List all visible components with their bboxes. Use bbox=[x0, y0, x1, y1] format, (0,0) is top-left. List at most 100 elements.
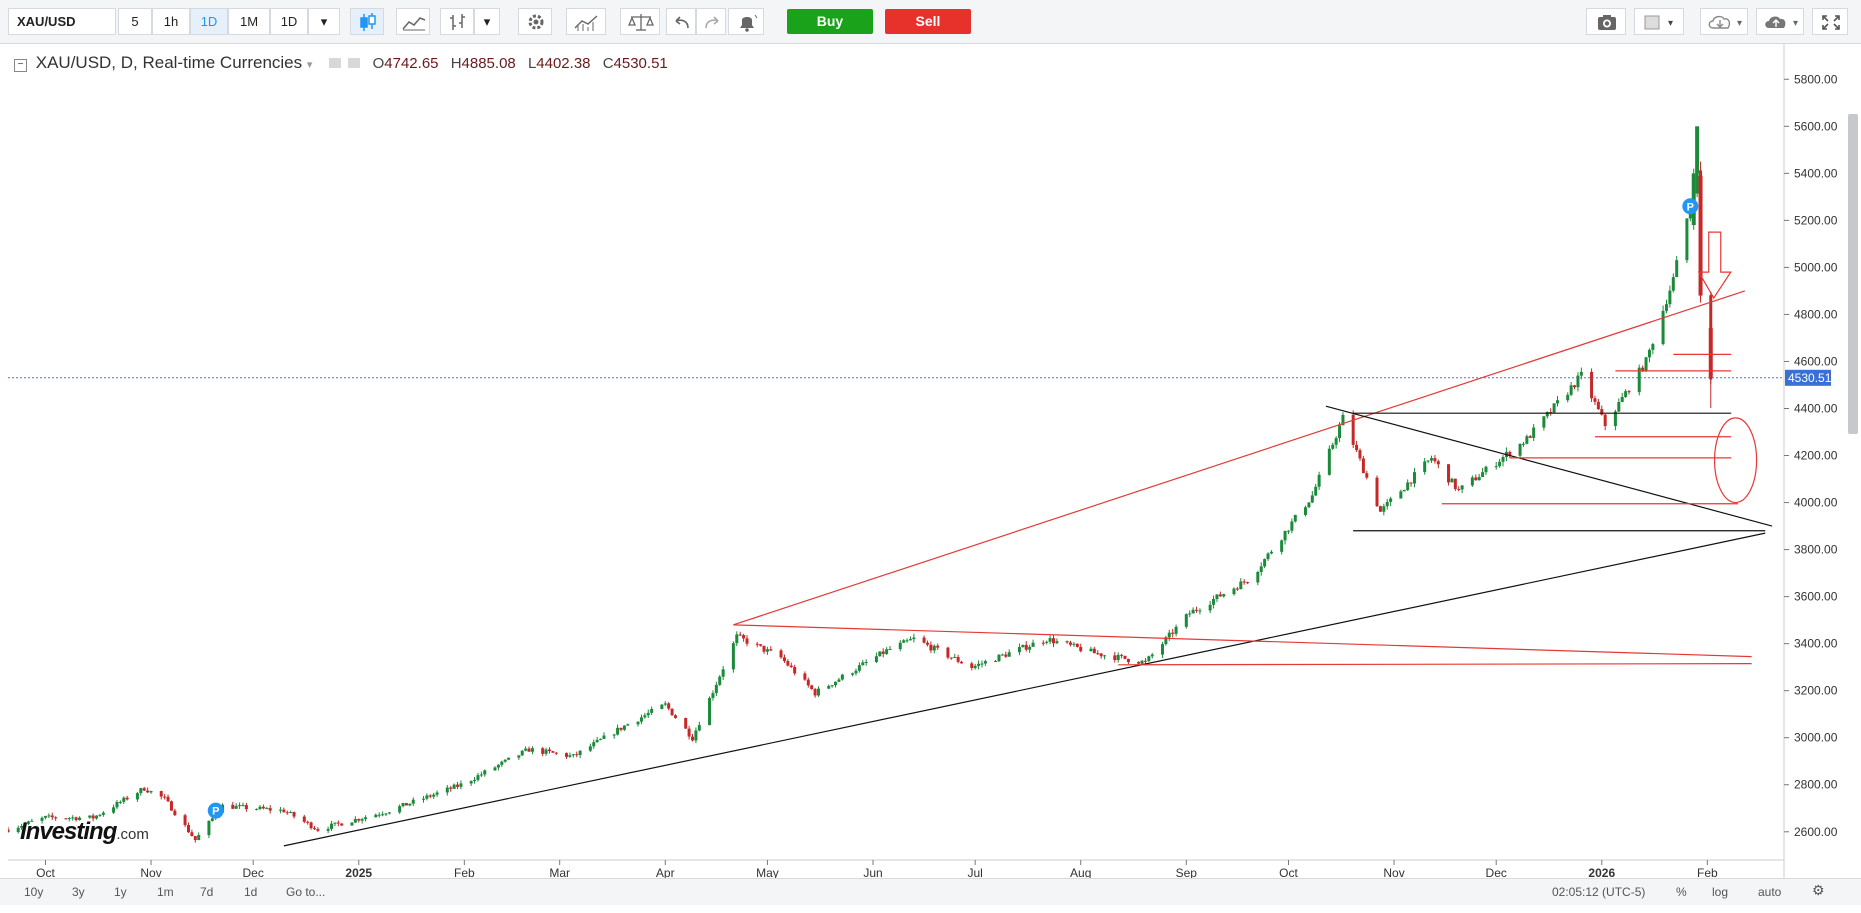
price-chart[interactable]: 4530.51 P P 2600.00 2800.00 3000.00 3200.00 34… bbox=[8, 44, 1861, 878]
candle-body bbox=[469, 781, 473, 784]
interval-5[interactable]: 5 bbox=[118, 8, 152, 35]
candle-body bbox=[667, 703, 671, 709]
interval-dropdown[interactable]: ▾ bbox=[308, 8, 340, 35]
candle-body bbox=[888, 649, 892, 651]
bar-chart-button[interactable] bbox=[440, 8, 474, 35]
percent-scale-toggle[interactable]: % bbox=[1676, 885, 1687, 899]
gear-icon[interactable]: ⚙ bbox=[1812, 882, 1825, 898]
eye-icon[interactable] bbox=[329, 58, 342, 68]
sell-button[interactable]: Sell bbox=[885, 9, 971, 34]
collapse-legend-icon[interactable]: − bbox=[14, 59, 27, 72]
candle-body bbox=[1307, 502, 1311, 508]
candle-body bbox=[1160, 644, 1164, 655]
candle-body bbox=[1293, 514, 1297, 522]
compare-button[interactable] bbox=[620, 8, 660, 35]
chart-type-dropdown[interactable]: ▾ bbox=[474, 8, 500, 35]
color-picker-button[interactable]: ▾ bbox=[1634, 8, 1684, 35]
range-3y[interactable]: 3y bbox=[72, 885, 85, 899]
indicators-button[interactable] bbox=[566, 8, 606, 35]
highlight-ellipse[interactable] bbox=[1713, 417, 1758, 504]
candle-body bbox=[953, 657, 957, 659]
pivot-marker[interactable] bbox=[207, 802, 224, 819]
vertical-scrollbar[interactable] bbox=[1848, 114, 1858, 434]
pivot-marker[interactable] bbox=[1682, 198, 1699, 215]
auto-scale-toggle[interactable]: auto bbox=[1758, 885, 1782, 899]
save-layout-button[interactable]: ▾ bbox=[1756, 8, 1804, 35]
candle-body bbox=[149, 791, 153, 793]
candle-body bbox=[500, 761, 504, 765]
falling-trendline[interactable] bbox=[1325, 405, 1773, 527]
candle-body bbox=[960, 661, 964, 664]
range-1m[interactable]: 1m bbox=[157, 885, 174, 899]
candle-body bbox=[43, 816, 47, 818]
range-7d[interactable]: 7d bbox=[200, 885, 214, 899]
candle-body bbox=[1269, 551, 1273, 554]
fullscreen-button[interactable] bbox=[1812, 8, 1848, 35]
snapshot-button[interactable] bbox=[1586, 8, 1626, 35]
load-layout-button[interactable]: ▾ bbox=[1700, 8, 1748, 35]
svg-text:▾: ▾ bbox=[1668, 18, 1673, 29]
candle-body bbox=[125, 797, 129, 800]
interval-1h[interactable]: 1h bbox=[152, 8, 190, 35]
candle-body bbox=[854, 670, 858, 674]
interval-1d[interactable]: 1D bbox=[190, 8, 228, 35]
candle-body bbox=[1024, 644, 1028, 650]
upper-channel-trendline[interactable] bbox=[733, 290, 1745, 626]
candle-body bbox=[571, 754, 575, 756]
redo-button[interactable] bbox=[696, 8, 726, 35]
alert-button[interactable] bbox=[728, 8, 764, 35]
candle-body bbox=[517, 755, 521, 758]
symbol-input[interactable]: XAU/USD bbox=[8, 8, 116, 35]
area-chart-button[interactable] bbox=[396, 8, 430, 35]
candle-body bbox=[26, 821, 30, 824]
plot-area[interactable] bbox=[8, 44, 1784, 878]
range-10y[interactable]: 10y bbox=[24, 885, 44, 899]
candle-body bbox=[1545, 412, 1549, 417]
buy-button[interactable]: Buy bbox=[787, 9, 873, 34]
horizontal-support-line[interactable] bbox=[1118, 663, 1752, 666]
candle-body bbox=[261, 806, 265, 809]
candle-body bbox=[520, 750, 524, 756]
undo-button[interactable] bbox=[666, 8, 696, 35]
candle-body bbox=[1698, 175, 1703, 296]
price-tick-label: 4400.00 bbox=[1794, 401, 1838, 415]
interval-1d-select[interactable]: 1D bbox=[270, 8, 308, 35]
time-tick-label: Jul bbox=[967, 866, 982, 878]
candle-body bbox=[350, 822, 354, 826]
open-value: 4742.65 bbox=[384, 55, 439, 72]
candle-body bbox=[360, 819, 364, 821]
price-tick-label: 3400.00 bbox=[1794, 637, 1838, 651]
candle-body bbox=[1215, 594, 1219, 600]
candle-body bbox=[1280, 540, 1284, 552]
candle-body bbox=[840, 674, 844, 680]
support-trendline[interactable] bbox=[283, 532, 1766, 847]
log-scale-toggle[interactable]: log bbox=[1712, 885, 1729, 899]
range-1y[interactable]: 1y bbox=[114, 885, 127, 899]
range-1d[interactable]: 1d bbox=[244, 885, 258, 899]
arrow-down-icon[interactable] bbox=[1697, 231, 1732, 300]
candle-body bbox=[197, 835, 201, 841]
candle-body bbox=[554, 752, 558, 754]
settings-button[interactable] bbox=[518, 8, 552, 35]
price-tick-label: 3200.00 bbox=[1794, 684, 1838, 698]
interval-1m[interactable]: 1M bbox=[228, 8, 270, 35]
candles-chart-type-button[interactable] bbox=[350, 8, 384, 35]
candle-body bbox=[1075, 643, 1079, 647]
price-tick-label: 5400.00 bbox=[1794, 166, 1838, 180]
goto-date-button[interactable]: Go to... bbox=[286, 885, 326, 899]
chevron-down-icon[interactable]: ▾ bbox=[306, 59, 313, 71]
time-tick-label: Aug bbox=[1070, 866, 1091, 878]
time-axis[interactable]: Oct Nov Dec 2025 Feb Mar Apr May Jun Jul Aug Sep Oct… bbox=[36, 860, 1718, 878]
candle-body bbox=[1045, 641, 1049, 643]
candle-body bbox=[922, 637, 926, 643]
clock-timezone[interactable]: 02:05:12 (UTC-5) bbox=[1552, 885, 1646, 899]
candle-body bbox=[551, 751, 555, 753]
close-series-icon[interactable] bbox=[347, 58, 360, 68]
resistance-trendline[interactable] bbox=[733, 624, 1752, 658]
candle-body bbox=[1242, 581, 1246, 583]
undo-icon bbox=[675, 16, 689, 29]
candle-body bbox=[1460, 485, 1464, 490]
candle-body bbox=[898, 642, 902, 650]
price-axis[interactable]: 2600.00 2800.00 3000.00 3200.00 3400.00 3600.… bbox=[1784, 72, 1838, 839]
candle-body bbox=[765, 649, 769, 652]
